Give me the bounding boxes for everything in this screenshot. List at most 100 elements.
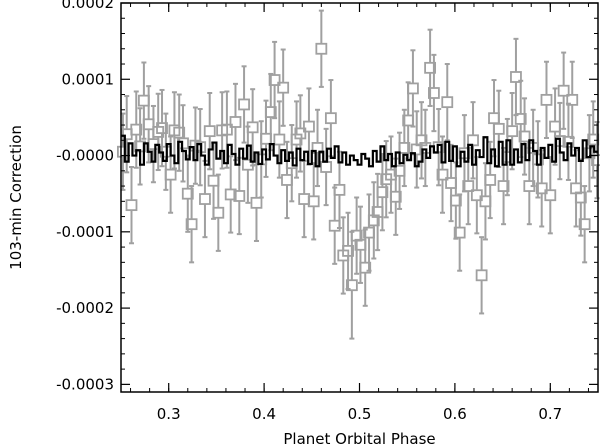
square-marker: [229, 116, 242, 128]
square-marker: [142, 118, 155, 131]
data-point: [324, 79, 337, 158]
square-marker: [441, 96, 454, 109]
data-point: [238, 65, 250, 144]
square-marker: [557, 84, 570, 97]
square-marker: [152, 126, 165, 138]
square-marker: [497, 180, 510, 192]
data-point: [342, 211, 354, 291]
data-point: [449, 161, 462, 240]
square-marker: [273, 133, 286, 146]
data-point: [428, 53, 440, 133]
square-marker: [428, 87, 440, 99]
data-point: [424, 28, 436, 107]
data-point: [578, 185, 591, 264]
square-marker: [137, 94, 150, 107]
square-marker: [453, 226, 466, 239]
data-point: [367, 181, 380, 260]
square-marker: [224, 188, 237, 201]
square-marker: [250, 196, 263, 209]
square-marker: [264, 106, 277, 118]
data-point: [185, 185, 198, 264]
data-point: [441, 63, 454, 142]
data-point: [311, 108, 324, 188]
data-point: [557, 51, 570, 130]
square-marker: [315, 42, 328, 55]
square-marker: [333, 183, 346, 196]
square-marker: [345, 279, 358, 292]
data-point: [125, 165, 138, 245]
square-marker: [298, 193, 311, 205]
square-marker: [415, 134, 428, 147]
data-point: [315, 9, 328, 88]
square-marker: [207, 174, 220, 187]
axis-ticks: [121, 2, 598, 392]
data-point: [277, 48, 290, 127]
y-tick-label: -0.0002: [56, 299, 114, 317]
x-tick-label: 0.7: [538, 405, 562, 423]
square-marker: [290, 133, 303, 146]
square-marker: [436, 168, 449, 181]
square-marker: [324, 112, 337, 125]
y-axis-label: 103-min Correction: [7, 125, 25, 270]
square-marker: [488, 112, 500, 125]
square-marker: [238, 98, 250, 111]
square-marker: [185, 218, 198, 231]
square-marker: [328, 219, 341, 232]
data-point: [453, 193, 466, 272]
square-marker: [233, 190, 246, 202]
square-marker: [311, 142, 324, 154]
square-marker: [540, 93, 553, 106]
data-point: [320, 127, 333, 207]
square-marker: [549, 120, 561, 133]
square-marker: [294, 127, 307, 140]
x-axis-label: Planet Orbital Phase: [283, 430, 435, 447]
x-tick-label: 0.3: [157, 405, 181, 423]
square-marker: [449, 194, 462, 207]
data-point: [407, 49, 419, 128]
data-point: [152, 92, 165, 172]
data-point: [273, 100, 286, 179]
square-marker: [164, 168, 177, 181]
square-marker: [212, 206, 225, 219]
data-point: [212, 173, 225, 252]
model-step-path: [121, 134, 598, 168]
data-point: [224, 155, 237, 234]
data-point: [475, 236, 488, 315]
square-marker: [320, 161, 333, 173]
square-marker: [281, 174, 293, 186]
data-point: [194, 108, 207, 187]
data-point: [540, 60, 553, 140]
y-tick-label: -0.0000: [56, 147, 114, 165]
square-marker: [359, 261, 372, 274]
square-marker: [407, 82, 419, 95]
square-marker: [506, 125, 519, 138]
square-marker: [566, 93, 579, 106]
square-marker: [484, 174, 497, 186]
x-tick-label: 0.4: [252, 405, 276, 423]
square-marker: [470, 189, 483, 202]
square-marker: [535, 182, 548, 195]
data-point: [462, 146, 475, 226]
square-marker: [307, 195, 320, 208]
square-marker: [246, 121, 259, 134]
square-marker: [203, 125, 216, 138]
data-points: [117, 9, 600, 340]
data-point: [199, 159, 211, 239]
square-marker: [492, 122, 505, 135]
square-marker: [181, 187, 194, 200]
x-tick-label: 0.5: [348, 405, 372, 423]
y-tick-label: 0.0001: [62, 70, 115, 88]
data-point: [445, 143, 457, 223]
square-marker: [220, 123, 233, 136]
data-point: [268, 40, 281, 120]
data-point: [544, 156, 557, 235]
data-point: [359, 228, 372, 307]
square-marker: [574, 191, 587, 204]
square-marker: [544, 189, 557, 202]
square-marker: [398, 142, 411, 154]
square-marker: [130, 123, 143, 136]
square-marker: [367, 214, 380, 227]
y-tick-label: 0.0002: [62, 0, 115, 12]
square-marker: [578, 218, 591, 231]
